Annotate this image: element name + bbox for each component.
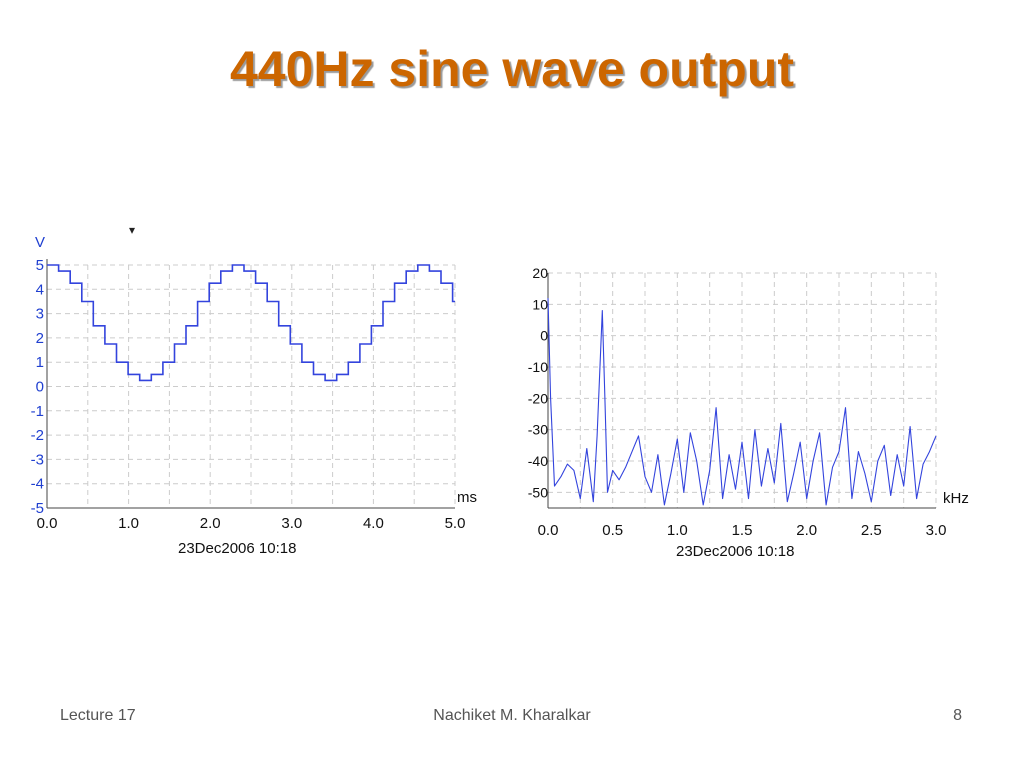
timestamp-label: 23Dec2006 10:18 [178, 540, 296, 557]
y-tick-label: -2 [31, 427, 44, 444]
x-tick-label: 2.0 [796, 522, 817, 539]
x-axis-label: kHz [943, 490, 969, 507]
footer-lecture: Lecture 17 [60, 707, 136, 724]
y-tick-label: -50 [528, 484, 548, 500]
x-tick-label: 2.0 [200, 515, 221, 532]
x-tick-label: 0.0 [538, 522, 559, 539]
x-tick-label: 2.5 [861, 522, 882, 539]
y-tick-label: 0 [36, 379, 44, 396]
spectrum-chart: 20 10 0 -10 -20 -30 -40 -50 0.0 0.5 1.0 1.5 2.0 2.5 3.… [528, 265, 969, 560]
footer-author: Nachiket M. Kharalkar [433, 707, 591, 724]
y-tick-label: -10 [528, 359, 548, 375]
y-tick-label: -1 [31, 403, 44, 420]
x-tick-label: 1.0 [667, 522, 688, 539]
y-axis-label: V [35, 234, 45, 251]
y-tick-label: 2 [36, 330, 44, 347]
y-tick-label: 10 [532, 296, 548, 312]
x-tick-label: 5.0 [445, 515, 466, 532]
spectrum-series [547, 298, 937, 506]
y-tick-label: 1 [36, 354, 44, 371]
y-tick-label: -3 [31, 451, 44, 468]
x-tick-label: 3.0 [926, 522, 947, 539]
x-tick-label: 1.0 [118, 515, 139, 532]
y-tick-label: -5 [31, 500, 44, 517]
cursor-mark: ▾ [129, 223, 135, 237]
x-tick-label: 1.5 [732, 522, 753, 539]
y-tick-label: 0 [540, 328, 548, 344]
sine-wave-series [47, 264, 455, 382]
y-tick-label: 3 [36, 306, 44, 323]
x-axis-label: ms [457, 489, 477, 506]
timestamp-label: 23Dec2006 10:18 [676, 543, 794, 560]
y-tick-label: 20 [532, 265, 548, 281]
y-tick-label: 5 [36, 257, 44, 274]
footer-page-number: 8 [953, 707, 962, 724]
slide-title: 440Hz sine wave output [229, 41, 795, 97]
time-domain-chart: 5 4 3 2 1 0 -1 -2 -3 -4 -5 V 0.0 1.0 2.0 3.0 4.0 5.0 ms 23D… [31, 223, 477, 557]
y-tick-label: -4 [31, 476, 44, 493]
y-tick-label: -30 [528, 422, 548, 438]
x-tick-label: 4.0 [363, 515, 384, 532]
x-tick-label: 0.5 [602, 522, 623, 539]
x-tick-label: 0.0 [37, 515, 58, 532]
y-tick-label: -40 [528, 453, 548, 469]
x-tick-label: 3.0 [281, 515, 302, 532]
y-tick-label: -20 [528, 390, 548, 406]
y-tick-label: 4 [36, 281, 44, 298]
